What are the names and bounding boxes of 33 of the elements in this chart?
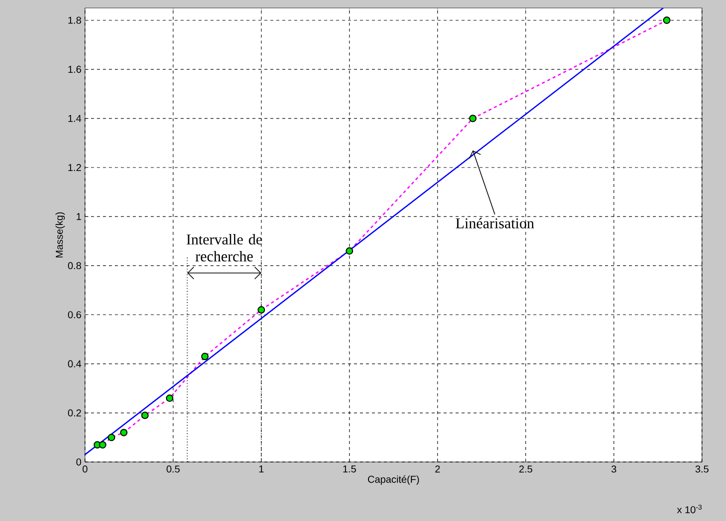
annotation: Linéarisation — [456, 218, 534, 228]
x-tick-label: 3 — [611, 466, 616, 473]
point — [346, 247, 354, 255]
point — [663, 16, 670, 24]
point — [108, 434, 116, 442]
point — [98, 441, 106, 449]
annotation: Intervalle de recherche — [186, 234, 262, 262]
x-tick-label: 0.5 — [166, 466, 180, 473]
x-tick-label: 0 — [82, 466, 88, 473]
x-tick-label: 3.5 — [695, 466, 709, 473]
point — [469, 114, 477, 122]
x-tick-label: 1.5 — [343, 466, 356, 472]
y-tick-label: 0 — [76, 458, 82, 466]
point — [166, 394, 174, 402]
y-tick-label: 0.6 — [68, 311, 82, 318]
y-tick-label: 0.4 — [68, 360, 82, 368]
y-tick-label: 0.8 — [68, 262, 82, 270]
point — [201, 352, 209, 360]
y-tick-label: 0.2 — [68, 409, 81, 416]
point — [141, 412, 149, 420]
x-axis-title: Capacité(F) — [368, 475, 419, 485]
y-tick-label: 1.8 — [68, 16, 82, 24]
y-tick-label: 1.6 — [68, 66, 82, 73]
point — [120, 428, 128, 436]
point — [258, 306, 265, 314]
y-tick-label: 1.2 — [68, 164, 81, 171]
x-tick-label: 2 — [435, 466, 440, 472]
y-axis-title: Masse(kg) — [56, 212, 65, 258]
y-tick-label: 1 — [76, 213, 82, 220]
x-tick-label: 2.5 — [519, 466, 532, 473]
text: x 10$^{-3}$ — [677, 504, 702, 514]
y-tick-label: 1.4 — [68, 114, 82, 122]
x-tick-label: 1 — [259, 466, 264, 472]
